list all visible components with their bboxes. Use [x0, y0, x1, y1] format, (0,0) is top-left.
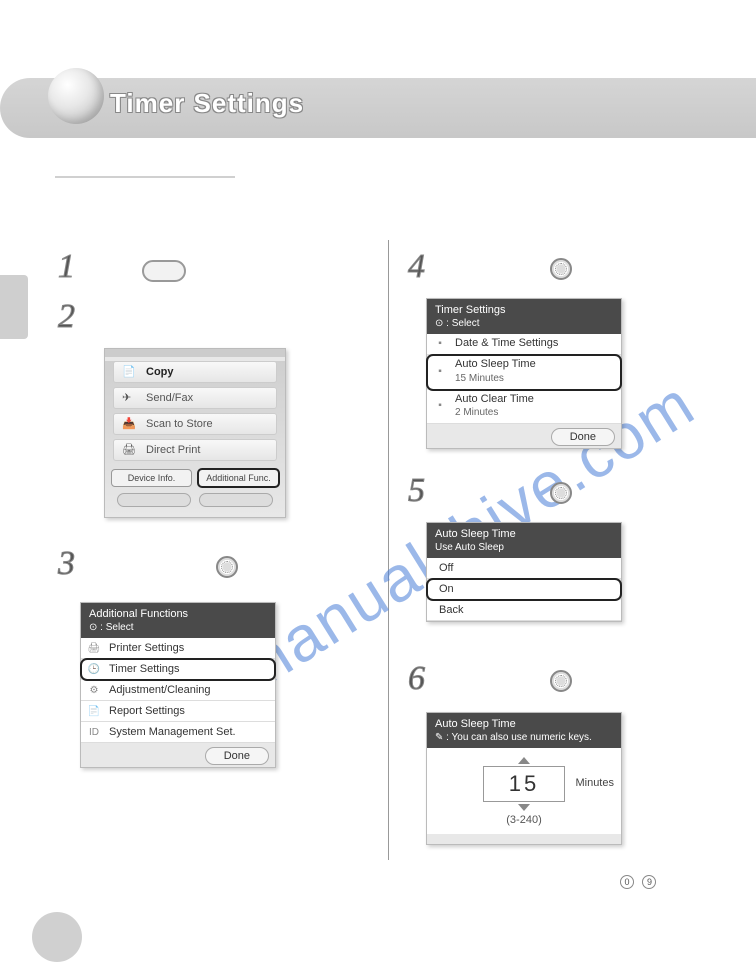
step-5-number: 5 [408, 472, 425, 510]
section-underline [55, 175, 235, 178]
screen-title: Auto Sleep Time ✎ : You can also use num… [427, 713, 621, 748]
copy-icon: 📄 [122, 365, 138, 379]
wheel-icon [550, 482, 572, 504]
tab-additional-func[interactable]: Additional Func. [198, 469, 279, 487]
option-on[interactable]: On [427, 579, 621, 600]
id-icon: ID [87, 725, 101, 739]
wheel-icon [216, 556, 238, 578]
key-9-icon: 9 [642, 875, 656, 889]
time-range: (3-240) [427, 814, 621, 826]
tab-device-info[interactable]: Device Info. [111, 469, 192, 487]
auto-sleep-onoff-screenshot: Auto Sleep Time Use Auto Sleep Off On Ba… [426, 522, 622, 622]
send-icon: ✈ [122, 391, 138, 405]
button-icon [142, 260, 186, 282]
menu-scan[interactable]: 📥 Scan to Store [113, 413, 277, 435]
bullet-icon: ▪ [433, 399, 447, 413]
item-system-mgmt[interactable]: ID System Management Set. [81, 722, 275, 743]
option-back[interactable]: Back [427, 600, 621, 621]
item-auto-clear[interactable]: ▪ Auto Clear Time 2 Minutes [427, 390, 621, 425]
option-off[interactable]: Off [427, 558, 621, 579]
main-menu-screenshot: 📄 Copy ✈ Send/Fax 📥 Scan to Store 🖨 Dire… [104, 348, 286, 518]
step-2-number: 2 [58, 298, 75, 336]
menu-copy-label: Copy [146, 366, 174, 378]
menu-print-label: Direct Print [146, 444, 200, 456]
bullet-icon: ▪ [433, 365, 447, 379]
done-button[interactable]: Done [551, 428, 615, 446]
timer-settings-screenshot: Timer Settings ⊙ : Select ▪ Date & Time … [426, 298, 622, 449]
printer-icon: 🖨 [87, 641, 101, 655]
header-sphere [48, 68, 104, 124]
print-icon: 🖨 [122, 443, 138, 457]
item-report[interactable]: 📄 Report Settings [81, 701, 275, 722]
item-adjustment[interactable]: ⚙ Adjustment/Cleaning [81, 680, 275, 701]
item-datetime[interactable]: ▪ Date & Time Settings [427, 334, 621, 355]
time-value: 15 [509, 771, 539, 796]
additional-functions-screenshot: Additional Functions ⊙ : Select 🖨 Printe… [80, 602, 276, 768]
clock-icon: 🕒 [87, 662, 101, 676]
report-icon: 📄 [87, 704, 101, 718]
menu-sendfax-label: Send/Fax [146, 392, 193, 404]
time-input[interactable]: 15 Minutes [483, 766, 565, 802]
wheel-icon [550, 670, 572, 692]
screen-title: Additional Functions ⊙ : Select [81, 603, 275, 638]
arrow-up-icon[interactable] [518, 757, 530, 764]
step-1-number: 1 [58, 248, 75, 286]
key-0-icon: 0 [620, 875, 634, 889]
arrow-down-icon[interactable] [518, 804, 530, 811]
menu-sendfax[interactable]: ✈ Send/Fax [113, 387, 277, 409]
done-button[interactable]: Done [205, 747, 269, 765]
auto-sleep-time-screenshot: Auto Sleep Time ✎ : You can also use num… [426, 712, 622, 845]
scan-icon: 📥 [122, 417, 138, 431]
time-unit: Minutes [575, 777, 614, 789]
page-number-circle [32, 912, 82, 962]
step-4-number: 4 [408, 248, 425, 286]
step-3-number: 3 [58, 545, 75, 583]
menu-copy[interactable]: 📄 Copy [113, 361, 277, 383]
menu-scan-label: Scan to Store [146, 418, 213, 430]
screen-title: Timer Settings ⊙ : Select [427, 299, 621, 334]
item-printer-settings[interactable]: 🖨 Printer Settings [81, 638, 275, 659]
item-timer-settings[interactable]: 🕒 Timer Settings [81, 659, 275, 680]
gear-icon: ⚙ [87, 683, 101, 697]
screen-title: Auto Sleep Time Use Auto Sleep [427, 523, 621, 558]
step-6-number: 6 [408, 660, 425, 698]
bullet-icon: ▪ [433, 337, 447, 351]
soft-button-left[interactable] [117, 493, 191, 507]
wheel-icon [550, 258, 572, 280]
column-divider [388, 240, 389, 860]
side-tab [0, 275, 28, 339]
item-auto-sleep[interactable]: ▪ Auto Sleep Time 15 Minutes [427, 355, 621, 390]
numeric-key-hint: 0 9 [618, 872, 658, 890]
menu-print[interactable]: 🖨 Direct Print [113, 439, 277, 461]
page-title: Timer Settings [110, 88, 304, 119]
soft-button-right[interactable] [199, 493, 273, 507]
